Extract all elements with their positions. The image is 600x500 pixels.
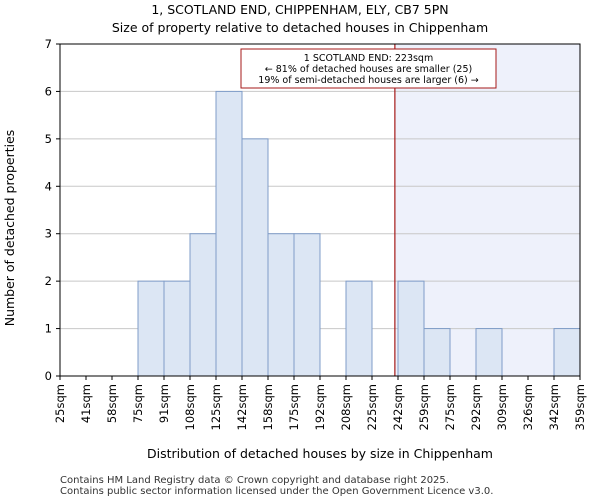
bar-259sqm xyxy=(423,328,451,377)
y-tick-label-3: 3 xyxy=(45,227,52,241)
annotation-line-1: 1 SCOTLAND END: 223sqm xyxy=(304,53,433,64)
x-tick-label-259sqm: 259sqm xyxy=(417,384,431,430)
bar-208sqm xyxy=(345,280,373,377)
x-tick-label-359sqm: 359sqm xyxy=(573,384,587,430)
bar-125sqm xyxy=(215,90,243,377)
y-axis-label: Number of detached properties xyxy=(2,130,17,327)
x-tick-label-309sqm: 309sqm xyxy=(495,384,509,430)
footer-line-2: Contains public sector information licen… xyxy=(60,486,493,497)
bar-342sqm xyxy=(553,328,581,377)
x-tick-label-58sqm: 58sqm xyxy=(105,384,119,423)
x-tick-label-192sqm: 192sqm xyxy=(313,384,327,430)
x-tick-label-91sqm: 91sqm xyxy=(157,384,171,423)
bar-175sqm xyxy=(293,233,321,377)
x-tick-label-41sqm: 41sqm xyxy=(79,384,93,423)
x-tick-label-208sqm: 208sqm xyxy=(339,384,353,430)
y-tick-label-4: 4 xyxy=(45,179,52,193)
x-tick-label-275sqm: 275sqm xyxy=(443,384,457,430)
annotation-line-2: ← 81% of detached houses are smaller (25… xyxy=(265,64,472,75)
x-tick-label-142sqm: 142sqm xyxy=(235,384,249,430)
x-tick-label-326sqm: 326sqm xyxy=(521,384,535,430)
annotation-box xyxy=(240,48,497,89)
x-tick-label-75sqm: 75sqm xyxy=(131,384,145,423)
bar-142sqm xyxy=(241,138,269,377)
y-tick-label-5: 5 xyxy=(45,132,52,146)
chart-title-line-1: 1, SCOTLAND END, CHIPPENHAM, ELY, CB7 5P… xyxy=(151,2,448,17)
bar-108sqm xyxy=(189,233,217,377)
bar-242sqm xyxy=(397,280,425,377)
x-tick-label-342sqm: 342sqm xyxy=(547,384,561,430)
x-tick-label-158sqm: 158sqm xyxy=(261,384,275,430)
bar-75sqm xyxy=(137,280,165,377)
x-tick-label-25sqm: 25sqm xyxy=(53,384,67,423)
bar-292sqm xyxy=(475,328,503,377)
y-tick-label-0: 0 xyxy=(45,369,52,383)
y-tick-label-2: 2 xyxy=(45,274,52,288)
highlight-band xyxy=(394,44,580,376)
bar-91sqm xyxy=(163,280,191,377)
footer-line-1: Contains HM Land Registry data © Crown c… xyxy=(60,475,449,486)
y-tick-label-1: 1 xyxy=(45,322,52,336)
y-tick-label-6: 6 xyxy=(45,84,52,98)
y-tick-label-7: 7 xyxy=(45,37,52,51)
x-tick-label-292sqm: 292sqm xyxy=(469,384,483,430)
x-tick-label-242sqm: 242sqm xyxy=(391,384,405,430)
x-tick-label-108sqm: 108sqm xyxy=(183,384,197,430)
x-tick-label-175sqm: 175sqm xyxy=(287,384,301,430)
x-tick-label-225sqm: 225sqm xyxy=(365,384,379,430)
bar-158sqm xyxy=(267,233,295,377)
x-tick-label-125sqm: 125sqm xyxy=(209,384,223,430)
annotation-line-3: 19% of semi-detached houses are larger (… xyxy=(258,75,478,86)
chart-title-line-2: Size of property relative to detached ho… xyxy=(112,20,488,35)
x-axis-label: Distribution of detached houses by size … xyxy=(147,446,493,461)
